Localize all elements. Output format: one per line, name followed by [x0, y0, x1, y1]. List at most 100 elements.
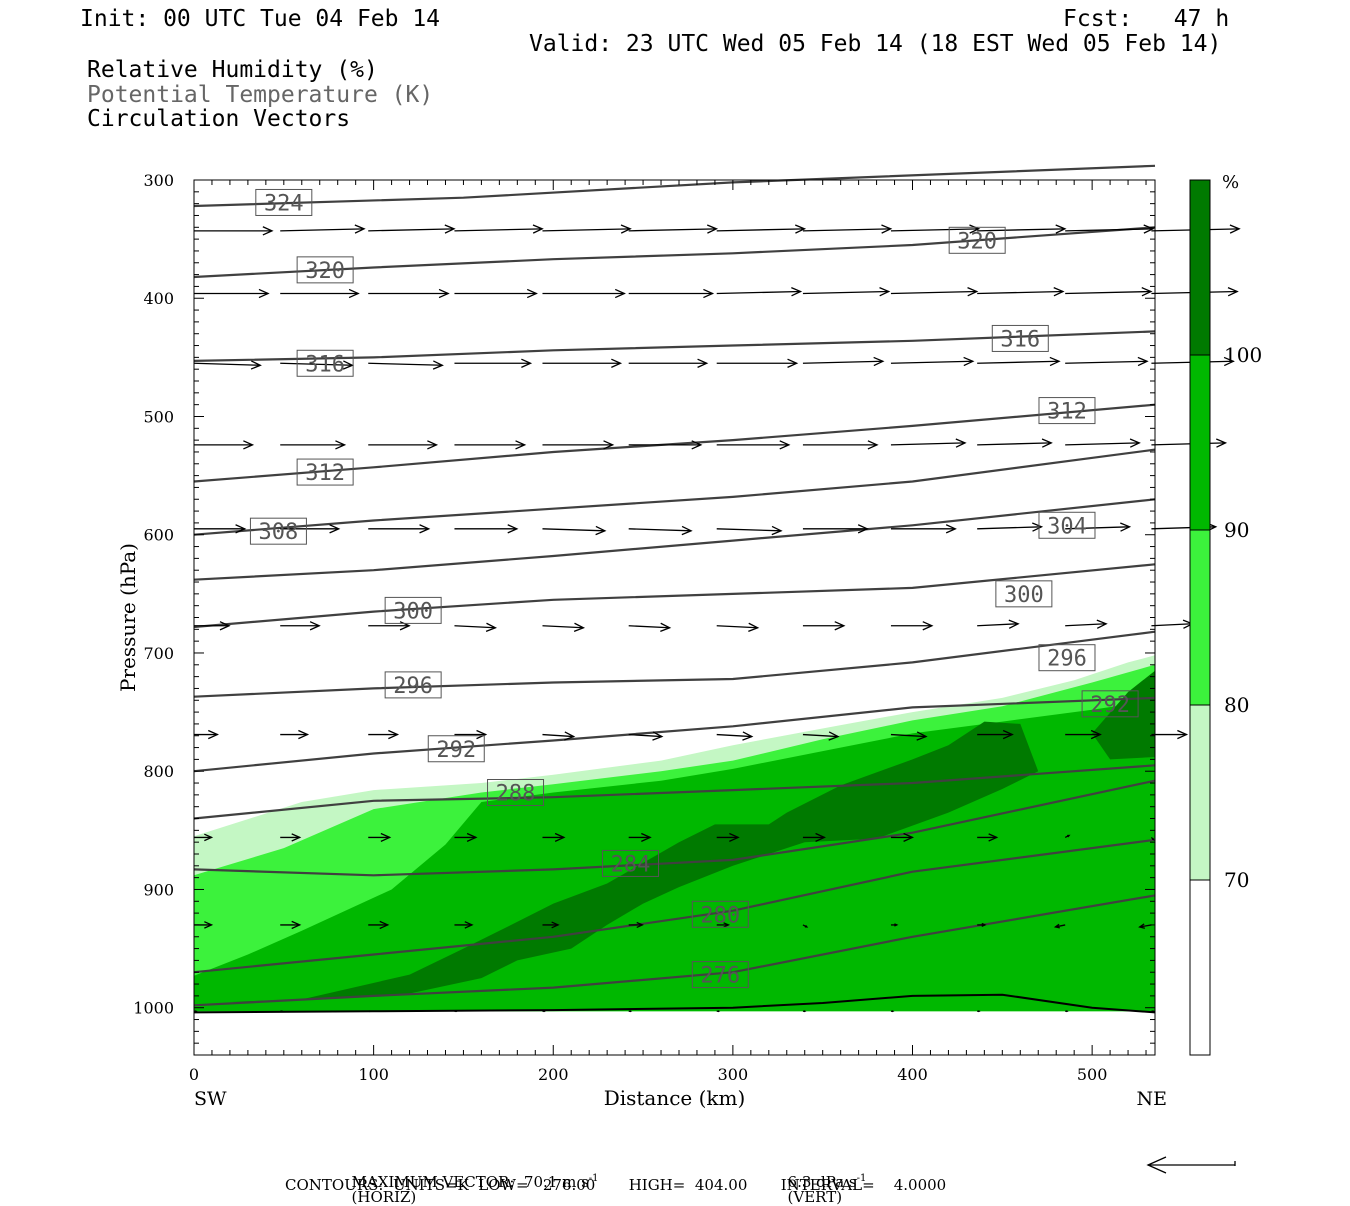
contour-label-box: [1038, 397, 1096, 425]
forecast-hour: Fcst: 47 h: [1063, 6, 1230, 32]
contour-label-text: 300: [1004, 583, 1044, 608]
contour-label-box: [296, 458, 354, 486]
contour-label-box: [384, 671, 442, 699]
x-tick-label-300: 300: [718, 1065, 749, 1084]
circulation-vector: [977, 522, 1044, 532]
circulation-vector: [890, 524, 957, 534]
circulation-vector: [802, 524, 869, 534]
vector-head: [515, 440, 527, 450]
vector-head: [1049, 356, 1061, 367]
circulation-vector: [1065, 729, 1102, 740]
contour-label-316: 316: [991, 324, 1049, 352]
colorbar-segment: [1189, 879, 1211, 1056]
circulation-vector: [628, 288, 715, 299]
vector-head: [388, 729, 400, 740]
vector-head: [1229, 224, 1241, 234]
rh-region-100-4: [1092, 670, 1155, 760]
field-title-rh: Relative Humidity (%): [87, 57, 378, 83]
contour-label-box: [427, 735, 485, 763]
circulation-vector: [454, 832, 478, 842]
vector-shaft: [368, 228, 455, 232]
vector-shaft: [890, 360, 973, 364]
circulation-vector: [716, 1010, 721, 1013]
vector-head: [342, 360, 354, 370]
vector-head: [208, 729, 219, 740]
circulation-vector: [1065, 287, 1153, 297]
colorbar-segment: [1189, 354, 1211, 531]
theta-contour-284: [193, 779, 1156, 877]
vector-head: [1129, 438, 1141, 448]
vector-head: [771, 525, 783, 536]
vector-shaft: [1065, 228, 1153, 232]
vector-shaft: [542, 625, 584, 629]
y-tick-label-500: 500: [143, 407, 174, 426]
vector-head: [834, 621, 846, 631]
circulation-vector: [280, 288, 360, 299]
vector-head: [476, 729, 488, 740]
circulation-vector: [628, 622, 672, 633]
vector-head: [873, 356, 885, 367]
circulation-vector: [716, 832, 740, 842]
contour-label-text: 316: [1000, 327, 1040, 352]
contour-label-box: [1038, 644, 1096, 672]
y-tick-label-1000: 1000: [133, 999, 174, 1018]
vector-shaft: [1055, 924, 1066, 928]
vector-head: [641, 832, 652, 842]
valid-time: Valid: 23 UTC Wed 05 Feb 14 (18 EST Wed …: [529, 31, 1222, 57]
contour-label-text: 316: [305, 352, 345, 377]
theta-contour-316: [193, 330, 1156, 362]
rh-region-90-5: [589, 992, 679, 1000]
theta-contour-288: [193, 764, 1156, 820]
vector-head: [620, 224, 632, 234]
x-tick-label-100: 100: [358, 1065, 389, 1084]
vector-shaft: [542, 733, 574, 738]
circulation-vector: [802, 224, 893, 234]
vector-shaft: [1151, 442, 1226, 446]
vector-head: [1141, 287, 1153, 297]
contour-label-292: 292: [427, 735, 485, 763]
vector-shaft: [890, 442, 966, 446]
vector-head: [1041, 438, 1053, 448]
vector-head: [1067, 834, 1071, 838]
circulation-vector: [890, 832, 914, 842]
vector-head: [691, 440, 703, 450]
circulation-vector: [628, 921, 644, 929]
circulation-vector: [628, 525, 693, 536]
vector-head: [348, 288, 360, 299]
vector-head: [438, 288, 450, 299]
colorbar-label-100: 100: [1224, 343, 1262, 367]
circulation-vector: [542, 731, 576, 741]
contour-label-text: 304: [1047, 514, 1087, 539]
vector-head: [988, 833, 999, 842]
circulation-vector: [194, 621, 231, 631]
vector-head: [219, 621, 231, 631]
vector-head: [1152, 1010, 1155, 1013]
circulation-vector: [890, 287, 979, 297]
vector-shaft: [716, 228, 805, 232]
vector-head: [879, 287, 891, 297]
colorbar-segment: [1189, 529, 1211, 706]
vector-head: [419, 524, 431, 534]
vector-head: [636, 921, 644, 929]
circulation-vector: [1065, 619, 1108, 629]
circulation-vector: [542, 288, 626, 299]
vector-head: [485, 622, 498, 633]
circulation-vector: [1065, 1010, 1069, 1013]
vector-head: [1008, 619, 1020, 629]
contour-label-box: [384, 596, 442, 624]
y-tick-label-900: 900: [143, 880, 174, 899]
circulation-vector: [1151, 438, 1228, 448]
vector-head: [1151, 838, 1155, 841]
contour-label-box: [296, 256, 354, 284]
theta-contour-320: [193, 226, 1156, 279]
y-tick-label-800: 800: [143, 762, 174, 781]
circulation-vector: [802, 731, 840, 741]
vector-head: [723, 922, 731, 928]
vector-shaft: [802, 360, 883, 364]
vector-head: [891, 1010, 895, 1013]
vector-head: [551, 921, 560, 929]
x-tick-label-200: 200: [538, 1065, 569, 1084]
circulation-vector: [628, 731, 664, 741]
circulation-vector: [802, 287, 891, 297]
circulation-vector: [802, 924, 809, 928]
